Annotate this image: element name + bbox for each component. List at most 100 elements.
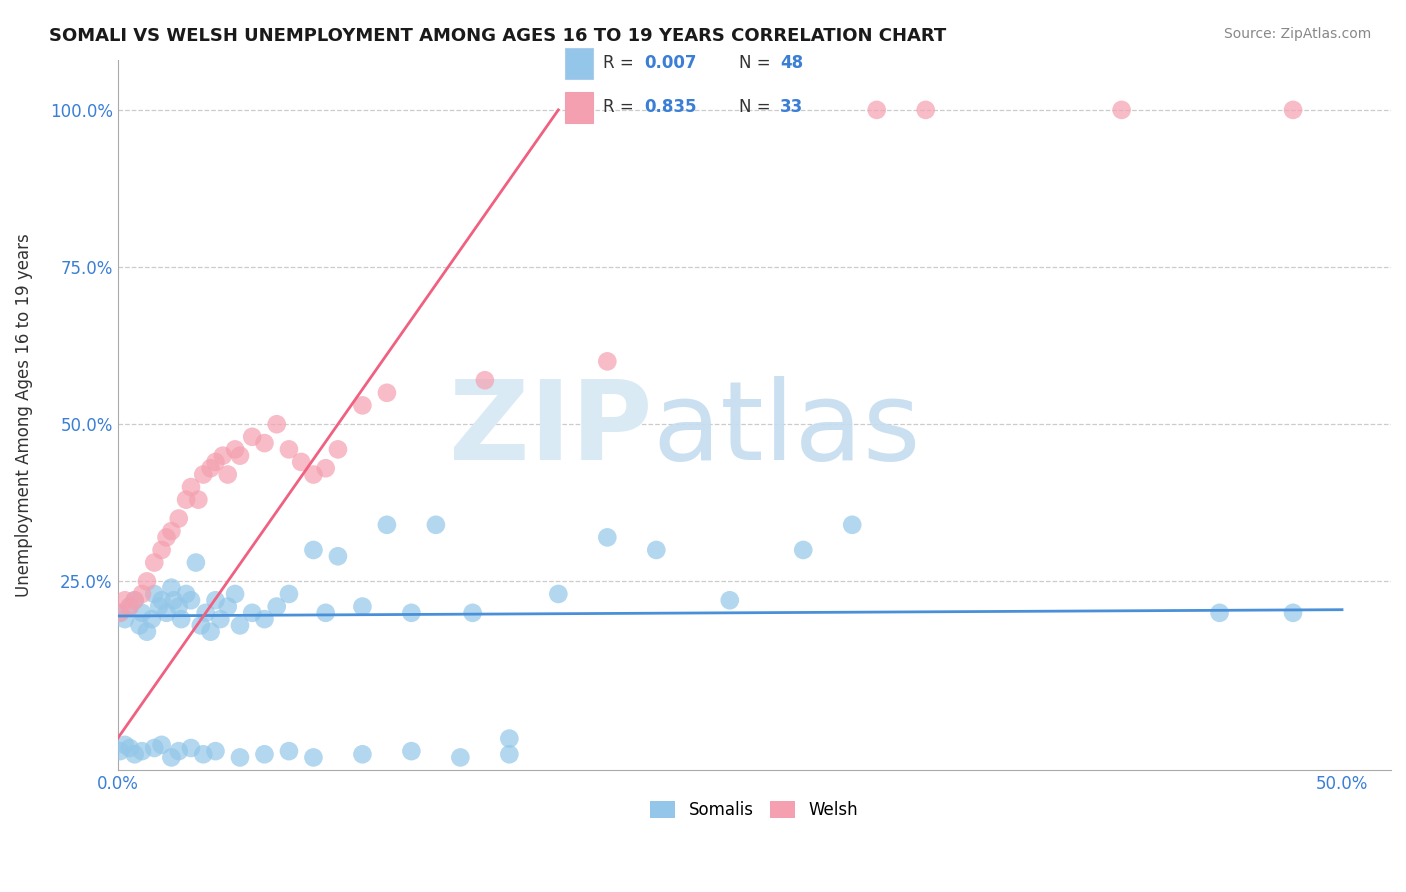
Point bbox=[180, 593, 202, 607]
Point bbox=[278, 587, 301, 601]
Point bbox=[114, 593, 136, 607]
Point bbox=[315, 461, 337, 475]
Point bbox=[200, 624, 222, 639]
Point bbox=[209, 612, 232, 626]
Point bbox=[253, 436, 276, 450]
Point bbox=[866, 103, 889, 117]
Point bbox=[278, 442, 301, 457]
Text: 0.835: 0.835 bbox=[644, 98, 696, 117]
Text: 0.007: 0.007 bbox=[644, 54, 696, 72]
Point bbox=[160, 581, 183, 595]
Point bbox=[174, 492, 197, 507]
Point bbox=[148, 599, 170, 614]
Point bbox=[326, 549, 349, 564]
Point bbox=[290, 455, 312, 469]
Text: R =: R = bbox=[603, 98, 638, 117]
Point bbox=[326, 442, 349, 457]
Point bbox=[302, 543, 325, 558]
Point bbox=[217, 467, 239, 482]
Point bbox=[131, 587, 153, 601]
Point bbox=[114, 738, 136, 752]
Point bbox=[229, 750, 252, 764]
Point bbox=[180, 741, 202, 756]
Point bbox=[193, 747, 215, 762]
Point bbox=[118, 741, 141, 756]
Point bbox=[352, 398, 374, 412]
Point bbox=[128, 618, 150, 632]
Point bbox=[131, 606, 153, 620]
Text: ZIP: ZIP bbox=[449, 376, 652, 483]
Point bbox=[1208, 606, 1230, 620]
Point bbox=[718, 593, 741, 607]
Text: 33: 33 bbox=[780, 98, 803, 117]
Point bbox=[229, 449, 252, 463]
Text: 48: 48 bbox=[780, 54, 803, 72]
Point bbox=[266, 599, 288, 614]
Point bbox=[180, 480, 202, 494]
Point bbox=[841, 517, 863, 532]
Point bbox=[224, 587, 246, 601]
Point bbox=[160, 750, 183, 764]
Point bbox=[224, 442, 246, 457]
Point bbox=[141, 612, 163, 626]
Point bbox=[150, 543, 173, 558]
Text: atlas: atlas bbox=[652, 376, 921, 483]
Point bbox=[204, 744, 226, 758]
Point bbox=[108, 606, 131, 620]
Point bbox=[498, 747, 520, 762]
Point bbox=[108, 744, 131, 758]
Point bbox=[193, 467, 215, 482]
Point bbox=[253, 612, 276, 626]
Point bbox=[150, 738, 173, 752]
Point bbox=[118, 599, 141, 614]
Point bbox=[302, 750, 325, 764]
Bar bbox=[565, 92, 593, 123]
Point bbox=[229, 618, 252, 632]
Point bbox=[278, 744, 301, 758]
Point bbox=[240, 606, 263, 620]
Point bbox=[143, 587, 166, 601]
Point bbox=[184, 556, 207, 570]
Point bbox=[160, 524, 183, 538]
Point bbox=[108, 606, 131, 620]
Point bbox=[124, 747, 146, 762]
Point bbox=[204, 593, 226, 607]
Point bbox=[187, 492, 209, 507]
Point bbox=[150, 593, 173, 607]
Point bbox=[200, 461, 222, 475]
Point bbox=[131, 744, 153, 758]
Point bbox=[155, 530, 177, 544]
Text: SOMALI VS WELSH UNEMPLOYMENT AMONG AGES 16 TO 19 YEARS CORRELATION CHART: SOMALI VS WELSH UNEMPLOYMENT AMONG AGES … bbox=[49, 27, 946, 45]
Point bbox=[645, 543, 668, 558]
Point bbox=[547, 587, 569, 601]
Point bbox=[135, 624, 157, 639]
Point bbox=[124, 593, 146, 607]
Point bbox=[474, 373, 496, 387]
Point bbox=[1282, 103, 1305, 117]
Point bbox=[596, 530, 619, 544]
Point bbox=[170, 612, 193, 626]
Text: R =: R = bbox=[603, 54, 638, 72]
Point bbox=[401, 606, 423, 620]
Point bbox=[194, 606, 217, 620]
Point bbox=[143, 741, 166, 756]
Point bbox=[155, 606, 177, 620]
Point bbox=[375, 385, 398, 400]
Text: N =: N = bbox=[740, 54, 776, 72]
Point bbox=[114, 612, 136, 626]
Point bbox=[449, 750, 471, 764]
Point bbox=[253, 747, 276, 762]
Point bbox=[163, 593, 186, 607]
Legend: Somalis, Welsh: Somalis, Welsh bbox=[644, 794, 865, 826]
Point bbox=[204, 455, 226, 469]
Point bbox=[118, 599, 141, 614]
Point bbox=[498, 731, 520, 746]
Point bbox=[217, 599, 239, 614]
Point bbox=[240, 430, 263, 444]
Point bbox=[401, 744, 423, 758]
Bar bbox=[565, 48, 593, 78]
Point bbox=[143, 556, 166, 570]
Point bbox=[352, 599, 374, 614]
Point bbox=[124, 593, 146, 607]
Point bbox=[167, 744, 190, 758]
